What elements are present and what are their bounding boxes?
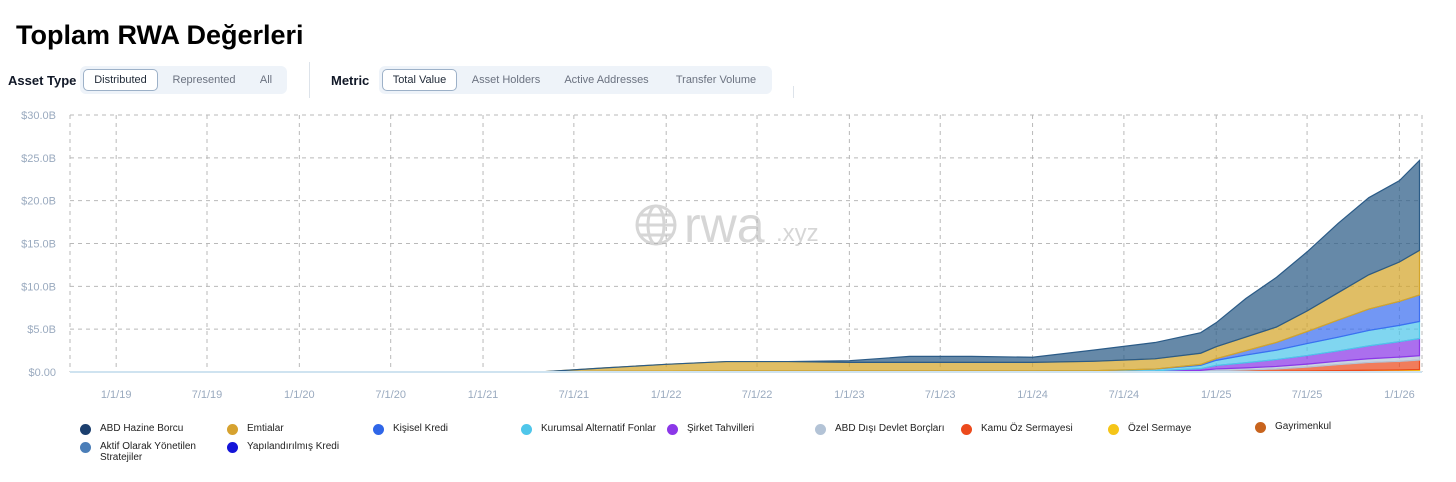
x-tick-label: 1/1/25 xyxy=(1201,389,1232,401)
legend-swatch xyxy=(227,442,238,453)
legend-label: Emtialar xyxy=(247,423,284,434)
x-tick-label: 7/1/23 xyxy=(925,389,956,401)
y-tick-label: $15.0B xyxy=(21,239,56,251)
stacked-areas xyxy=(70,158,1421,373)
chart-controls: Asset Type Distributed Represented All M… xyxy=(8,62,808,98)
watermark-brand: rwa xyxy=(684,197,765,253)
legend-swatch xyxy=(227,424,238,435)
legend-item-kis-isel-kredi[interactable]: Kişisel Kredi xyxy=(373,423,493,435)
controls-divider-end xyxy=(793,86,794,98)
legend-swatch xyxy=(80,442,91,453)
metric-active-addresses-button[interactable]: Active Addresses xyxy=(564,74,649,86)
x-tick-label: 7/1/20 xyxy=(375,389,406,401)
x-tick-label: 7/1/25 xyxy=(1292,389,1323,401)
legend-item-s-irket-tahvilleri[interactable]: Şirket Tahvilleri xyxy=(667,423,787,435)
y-tick-label: $30.0B xyxy=(21,110,56,122)
legend-item-aktif-olarak-yo-netilen-stratejiler[interactable]: Aktif Olarak Yönetilen Stratejiler xyxy=(80,441,220,463)
legend-swatch xyxy=(521,424,532,435)
area-series-abd-hazine-borcu xyxy=(70,158,1421,373)
legend-item-yap-land-r-lm-s-kredi[interactable]: Yapılandırılmış Kredi xyxy=(227,441,367,453)
legend-label: Özel Sermaye xyxy=(1128,423,1192,434)
x-tick-label: 1/1/21 xyxy=(468,389,499,401)
y-tick-label: $5.0B xyxy=(27,324,56,336)
metric-transfer-volume-button[interactable]: Transfer Volume xyxy=(675,74,757,86)
legend-swatch xyxy=(961,424,972,435)
x-tick-label: 7/1/24 xyxy=(1109,389,1140,401)
x-tick-label: 7/1/22 xyxy=(742,389,773,401)
legend-label: Gayrimenkul xyxy=(1275,421,1332,432)
y-tick-label: $20.0B xyxy=(21,196,56,208)
y-tick-label: $25.0B xyxy=(21,153,56,165)
y-tick-label: $0.00 xyxy=(28,367,56,379)
asset-type-label: Asset Type xyxy=(8,73,77,88)
legend-swatch xyxy=(80,424,91,435)
watermark-suffix: .xyz xyxy=(776,220,819,247)
chart-grid xyxy=(69,114,1423,372)
x-tick-label: 7/1/21 xyxy=(559,389,590,401)
asset-type-distributed-button[interactable]: Distributed xyxy=(83,69,158,91)
legend-label: ABD Dışı Devlet Borçları xyxy=(835,423,945,434)
legend-item-gayrimenkul[interactable]: Gayrimenkul xyxy=(1255,421,1365,433)
globe-icon xyxy=(635,204,677,246)
x-tick-label: 1/1/22 xyxy=(651,389,682,401)
y-tick-label: $10.0B xyxy=(21,281,56,293)
controls-divider xyxy=(309,62,310,98)
legend-swatch xyxy=(1255,422,1266,433)
metric-label: Metric xyxy=(331,73,370,88)
legend-swatch xyxy=(373,424,384,435)
asset-type-all-button[interactable]: All xyxy=(259,74,273,86)
x-tick-label: 1/1/26 xyxy=(1384,389,1415,401)
metric-total-value-button[interactable]: Total Value xyxy=(382,69,457,91)
x-tick-label: 1/1/20 xyxy=(284,389,315,401)
x-tick-label: 1/1/24 xyxy=(1017,389,1048,401)
x-tick-label: 1/1/19 xyxy=(101,389,132,401)
legend-item-kurumsal-alternatif-fonlar[interactable]: Kurumsal Alternatif Fonlar xyxy=(521,423,671,435)
legend-label: Kişisel Kredi xyxy=(393,423,449,434)
legend-swatch xyxy=(1108,424,1119,435)
legend-label: Şirket Tahvilleri xyxy=(687,423,755,434)
legend-item-o-zel-sermaye[interactable]: Özel Sermaye xyxy=(1108,423,1218,435)
legend-swatch xyxy=(815,424,826,435)
x-tick-label: 1/1/23 xyxy=(834,389,865,401)
legend-label: Aktif Olarak Yönetilen Stratejiler xyxy=(100,441,196,463)
x-tick-label: 7/1/19 xyxy=(192,389,223,401)
page-title: Toplam RWA Değerleri xyxy=(16,20,304,50)
legend-item-emtialar[interactable]: Emtialar xyxy=(227,423,347,435)
metric-asset-holders-button[interactable]: Asset Holders xyxy=(471,74,541,86)
legend-label: ABD Hazine Borcu xyxy=(100,423,184,434)
chart-axes: $0.00 $5.0B $10.0B $15.0B $20.0B $25.0B $30.0B… xyxy=(21,110,1422,401)
legend-label: Kurumsal Alternatif Fonlar xyxy=(541,423,657,434)
metric-toggle: Total Value Asset Holders Active Address… xyxy=(379,66,772,94)
asset-type-represented-button[interactable]: Represented xyxy=(172,74,236,86)
legend-label: Kamu Öz Sermayesi xyxy=(981,423,1073,434)
area-series-emtialar xyxy=(70,249,1421,373)
rwa-watermark: rwa .xyz xyxy=(635,197,819,253)
asset-type-toggle: Distributed Represented All xyxy=(80,66,287,94)
legend-label: Yapılandırılmış Kredi xyxy=(247,441,340,452)
legend-swatch xyxy=(667,424,678,435)
legend-item-abd-hazine-borcu[interactable]: ABD Hazine Borcu xyxy=(80,423,230,435)
legend-item-kamu-o-z-sermayesi[interactable]: Kamu Öz Sermayesi xyxy=(961,423,1091,435)
legend-item-abd-d-s-devlet-borc-lar-[interactable]: ABD Dışı Devlet Borçları xyxy=(815,423,965,435)
